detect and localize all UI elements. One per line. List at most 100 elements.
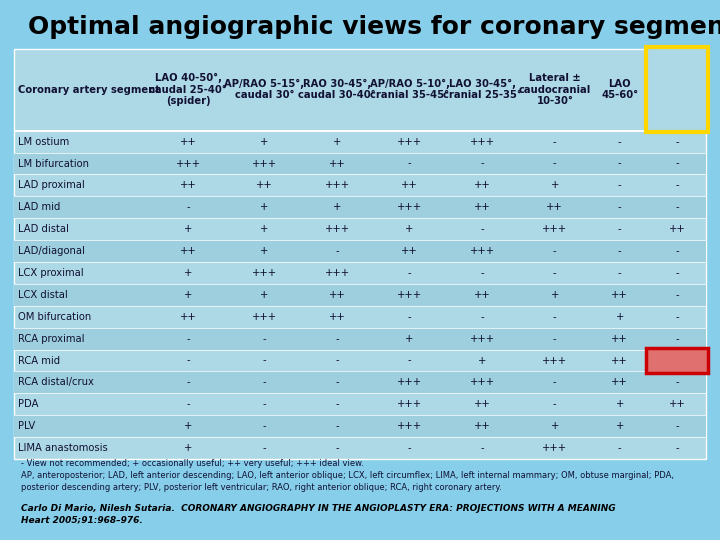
Text: +: + — [261, 246, 269, 256]
Text: -: - — [675, 421, 679, 431]
Bar — [646, 47, 708, 132]
Text: ++: ++ — [329, 312, 346, 322]
Text: ++: ++ — [611, 334, 628, 343]
Text: +++: +++ — [542, 355, 567, 366]
Text: AP/RAO 5-10°,
cranial 35-45°: AP/RAO 5-10°, cranial 35-45° — [369, 79, 450, 100]
Text: -: - — [480, 268, 484, 278]
Bar — [14, 328, 706, 349]
Bar — [14, 415, 706, 437]
Text: -: - — [186, 334, 190, 343]
Text: LAO 30-45°,
cranial 25-35°: LAO 30-45°, cranial 25-35° — [443, 79, 521, 100]
Text: +++: +++ — [469, 137, 495, 147]
Text: +++: +++ — [325, 180, 350, 191]
Text: -: - — [675, 443, 679, 453]
Text: +++: +++ — [469, 334, 495, 343]
Text: LIMA anastomosis: LIMA anastomosis — [18, 443, 107, 453]
Text: -: - — [408, 443, 411, 453]
Text: +++: +++ — [252, 312, 277, 322]
Text: ++: ++ — [611, 355, 628, 366]
Text: +++: +++ — [325, 224, 350, 234]
Text: +++: +++ — [665, 355, 689, 366]
Text: +: + — [616, 399, 624, 409]
Text: -: - — [408, 268, 411, 278]
Text: -: - — [618, 246, 621, 256]
Text: +: + — [261, 224, 269, 234]
Text: +++: +++ — [397, 421, 422, 431]
Text: ++: ++ — [669, 224, 685, 234]
Text: -: - — [263, 399, 266, 409]
Text: -: - — [618, 159, 621, 168]
Text: -: - — [263, 355, 266, 366]
Text: -: - — [408, 312, 411, 322]
Text: +: + — [551, 290, 559, 300]
Text: RCA proximal: RCA proximal — [18, 334, 84, 343]
Text: +: + — [405, 224, 414, 234]
Text: -: - — [336, 399, 339, 409]
Text: ++: ++ — [256, 180, 273, 191]
Text: -: - — [186, 377, 190, 387]
Text: +: + — [184, 290, 192, 300]
Text: -: - — [186, 399, 190, 409]
Text: -: - — [553, 399, 557, 409]
Text: ++: ++ — [329, 159, 346, 168]
Text: -: - — [263, 377, 266, 387]
Text: +: + — [616, 421, 624, 431]
Text: LCX proximal: LCX proximal — [18, 268, 84, 278]
Text: ++: ++ — [474, 290, 490, 300]
Text: -: - — [336, 246, 339, 256]
Text: LM bifurcation: LM bifurcation — [18, 159, 89, 168]
Text: ++: ++ — [546, 202, 563, 212]
Bar — [14, 372, 706, 393]
Bar — [647, 348, 708, 373]
Bar — [14, 153, 706, 174]
Text: RAO
30-45°: RAO 30-45° — [659, 79, 696, 100]
Text: +: + — [405, 334, 414, 343]
Text: -: - — [263, 421, 266, 431]
Text: -: - — [553, 377, 557, 387]
Text: -: - — [336, 443, 339, 453]
Text: +: + — [184, 443, 192, 453]
Text: -: - — [480, 443, 484, 453]
Text: ++: ++ — [180, 246, 197, 256]
Text: LAD mid: LAD mid — [18, 202, 60, 212]
Text: +++: +++ — [542, 224, 567, 234]
Text: -: - — [675, 180, 679, 191]
Text: -: - — [618, 137, 621, 147]
Text: LAD distal: LAD distal — [18, 224, 68, 234]
Text: +: + — [333, 202, 341, 212]
Text: -: - — [675, 290, 679, 300]
Text: ++: ++ — [474, 421, 490, 431]
Text: +: + — [261, 202, 269, 212]
Text: -: - — [618, 268, 621, 278]
Text: ++: ++ — [611, 290, 628, 300]
Text: -: - — [336, 421, 339, 431]
Text: AP/RAO 5-15°,
caudal 30°: AP/RAO 5-15°, caudal 30° — [225, 79, 305, 100]
Text: -: - — [675, 334, 679, 343]
Bar — [14, 197, 706, 218]
Text: +: + — [261, 137, 269, 147]
Text: ++: ++ — [401, 246, 418, 256]
Text: ++: ++ — [474, 399, 490, 409]
Text: +: + — [551, 180, 559, 191]
Text: +++: +++ — [176, 159, 201, 168]
Text: -: - — [675, 268, 679, 278]
Text: -: - — [675, 377, 679, 387]
Text: +: + — [478, 355, 487, 366]
Text: +: + — [184, 268, 192, 278]
Text: -: - — [618, 180, 621, 191]
Text: -: - — [336, 377, 339, 387]
Text: ++: ++ — [474, 202, 490, 212]
Text: ++: ++ — [180, 180, 197, 191]
Text: +++: +++ — [325, 268, 350, 278]
Text: -: - — [553, 268, 557, 278]
Text: LAD proximal: LAD proximal — [18, 180, 85, 191]
Text: PLV: PLV — [18, 421, 35, 431]
Text: ++: ++ — [474, 180, 490, 191]
Text: PDA: PDA — [18, 399, 38, 409]
Text: -: - — [553, 334, 557, 343]
Text: +++: +++ — [397, 202, 422, 212]
Text: +++: +++ — [542, 443, 567, 453]
Text: +: + — [184, 421, 192, 431]
Text: -: - — [675, 137, 679, 147]
Text: +++: +++ — [252, 268, 277, 278]
